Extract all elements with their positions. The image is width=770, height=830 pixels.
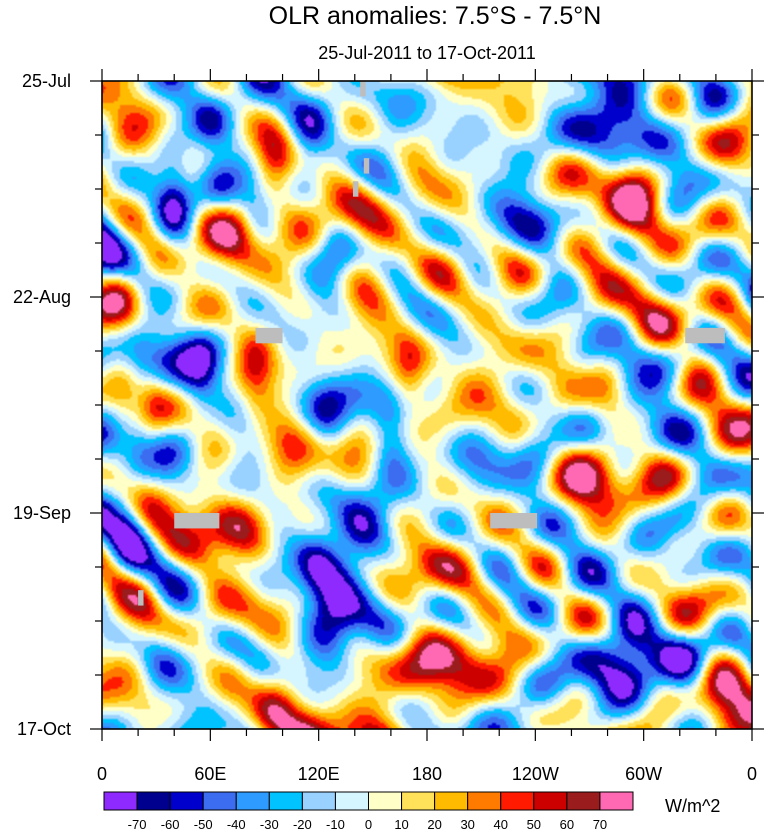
colorbar-tick-label: 30 [460, 817, 474, 830]
colorbar-tick-label: 60 [560, 817, 574, 830]
x-tick-label: 120W [512, 764, 559, 784]
colorbar-swatch [202, 791, 237, 811]
colorbar-swatch [368, 791, 403, 811]
y-tick-label: 22-Aug [13, 287, 71, 307]
colorbar-swatch [566, 791, 601, 811]
x-axis: 0 60E 120E 180 120W 60W 0 [97, 69, 757, 784]
x-tick-label: 60W [625, 764, 662, 784]
colorbar-swatch [103, 791, 138, 811]
colorbar-tick-label: -10 [326, 817, 345, 830]
x-tick-label: 120E [298, 764, 340, 784]
missing-data-patch [685, 327, 725, 344]
x-tick-label: 180 [412, 764, 442, 784]
chart-subtitle: 25-Jul-2011 to 17-Oct-2011 [318, 43, 535, 63]
colorbar: -70 -60 -50 -40 -30 -20 -10 0 10 20 30 40 50 60 70 [103, 791, 634, 830]
chart-title: OLR anomalies: 7.5°S - 7.5°N [269, 2, 602, 30]
y-tick-label: 17-Oct [17, 719, 71, 739]
colorbar-tick-label: -40 [227, 817, 246, 830]
missing-data-patch [360, 81, 366, 97]
colorbar-swatch [301, 791, 336, 811]
missing-data-patch [352, 181, 359, 197]
colorbar-tick-label: -20 [293, 817, 312, 830]
colorbar-swatch [268, 791, 303, 811]
colorbar-tick-label: 70 [593, 817, 607, 830]
colorbar-swatch [136, 791, 171, 811]
colorbar-swatch [235, 791, 270, 811]
x-tick-label: 0 [97, 764, 107, 784]
colorbar-tick-label: 20 [427, 817, 441, 830]
x-tick-label: 0 [747, 764, 757, 784]
missing-data-layer [138, 81, 725, 606]
colorbar-tick-label: 10 [394, 817, 408, 830]
missing-data-patch [174, 513, 220, 529]
y-tick-label: 25-Jul [22, 71, 71, 91]
colorbar-tick-label: 0 [365, 817, 372, 830]
colorbar-swatch [334, 791, 369, 811]
missing-data-patch [363, 158, 370, 174]
colorbar-swatch [401, 791, 436, 811]
missing-data-patch [138, 590, 144, 606]
missing-data-patch [490, 513, 538, 529]
colorbar-swatch [434, 791, 469, 811]
colorbar-tick-label: -30 [260, 817, 279, 830]
heatmap-field [102, 81, 752, 729]
colorbar-tick-label: 40 [494, 817, 508, 830]
y-axis: 25-Jul 22-Aug 19-Sep 17-Oct [13, 71, 764, 739]
colorbar-units: W/m^2 [665, 796, 720, 816]
colorbar-tick-label: -60 [161, 817, 180, 830]
colorbar-tick-label: -70 [128, 817, 147, 830]
olr-anomaly-field [102, 81, 752, 729]
y-tick-label: 19-Sep [13, 503, 71, 523]
colorbar-swatch [500, 791, 535, 811]
colorbar-swatch [467, 791, 502, 811]
colorbar-swatch [533, 791, 568, 811]
x-tick-label: 60E [194, 764, 226, 784]
missing-data-patch [255, 327, 283, 344]
colorbar-swatch [599, 791, 634, 811]
colorbar-tick-label: 50 [527, 817, 541, 830]
colorbar-swatch [169, 791, 204, 811]
colorbar-tick-label: -50 [194, 817, 213, 830]
